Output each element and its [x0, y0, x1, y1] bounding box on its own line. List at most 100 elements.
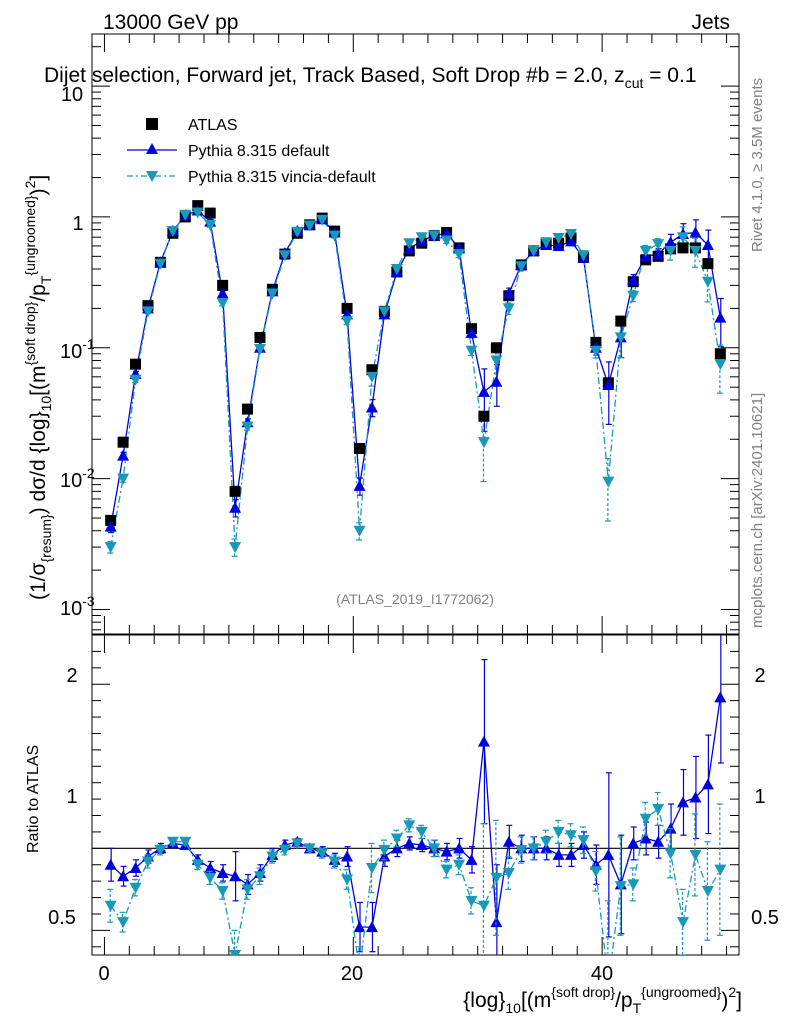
ratio-vincia-point: [552, 826, 565, 838]
ratio-vincia-point: [390, 833, 403, 845]
atlas-data-point: [366, 364, 378, 376]
ratio-vincia-point: [415, 826, 428, 838]
vincia-point: [216, 297, 229, 309]
default-point: [353, 479, 366, 491]
default-point: [714, 311, 727, 323]
default-point: [689, 226, 702, 238]
vincia-point: [577, 250, 590, 262]
atlas-data-point: [254, 331, 266, 343]
ratio-vincia-point: [154, 844, 167, 856]
vincia-point: [415, 232, 428, 244]
vincia-point: [316, 214, 329, 226]
vincia-point: [353, 525, 366, 537]
vincia-point: [229, 542, 242, 554]
vincia-point: [341, 316, 354, 328]
analysis-label: (ATLAS_2019_I1772062): [336, 591, 494, 607]
atlas-data-point: [105, 514, 117, 526]
ratio-vincia-point: [465, 895, 478, 907]
vincia-point: [527, 245, 540, 257]
ratio-default-point: [701, 778, 714, 790]
ratio-default-point: [229, 870, 242, 882]
vincia-point: [602, 476, 615, 488]
ratio-vincia-point: [428, 843, 441, 855]
atlas-data-point: [204, 207, 216, 219]
ratio-default-point: [453, 842, 466, 854]
ratio-default-point: [714, 691, 727, 703]
y-tick-label-1e-1: 10-1: [60, 336, 95, 363]
default-point: [104, 520, 117, 532]
legend-marker-atlas: [146, 118, 158, 130]
ratio-vincia-point: [291, 838, 304, 850]
vincia-point: [390, 264, 403, 276]
atlas-data-point: [242, 403, 254, 415]
vincia-point: [303, 220, 316, 232]
atlas-data-point: [354, 443, 366, 455]
ratio-y-tick-label-0.5-right: 0.5: [751, 907, 779, 929]
ratio-vincia-point: [328, 856, 341, 868]
default-point: [440, 227, 453, 239]
vincia-point: [565, 229, 578, 241]
atlas-data-point: [229, 485, 241, 497]
ratio-vincia-point: [689, 849, 702, 861]
ratio-vincia-point: [627, 879, 640, 891]
ratio-default-point: [117, 870, 130, 882]
ratio-y-tick-label-0.5: 0.5: [48, 907, 76, 929]
main-series-line-2: [110, 211, 721, 548]
ratio-frame: [91, 634, 740, 956]
ratio-vincia-point: [453, 859, 466, 871]
vincia-point: [589, 345, 602, 357]
ratio-default-point: [465, 853, 478, 865]
ratio-vincia-point: [714, 864, 727, 876]
vincia-point: [515, 261, 528, 273]
vincia-point: [627, 290, 640, 302]
main-series-line-1: [110, 209, 721, 527]
ratio-default-point: [216, 866, 229, 878]
default-point: [477, 385, 490, 397]
legend: ATLAS Pythia 8.315 default Pythia 8.315 …: [127, 117, 376, 186]
ratio-vincia-point: [117, 917, 130, 929]
y-tick-label-1e-3: 10-3: [60, 593, 95, 620]
ratio-vincia-point: [378, 844, 391, 856]
ratio-default-point: [689, 791, 702, 803]
ratio-vincia-point: [664, 848, 677, 860]
vincia-point: [639, 245, 652, 257]
vincia-point: [204, 219, 217, 231]
x-tick-label-0: 0: [98, 963, 109, 985]
atlas-data-point: [490, 342, 502, 354]
vincia-point: [166, 226, 179, 238]
ratio-default-point: [378, 850, 391, 862]
vincia-point: [490, 355, 503, 367]
ratio-vincia-point: [440, 864, 453, 876]
ratio-default-point: [552, 848, 565, 860]
vincia-point: [378, 306, 391, 318]
vincia-point: [689, 245, 702, 257]
atlas-data-point: [478, 410, 490, 422]
vincia-point: [540, 237, 553, 249]
vincia-point: [677, 232, 690, 244]
vincia-point: [141, 306, 154, 318]
default-point: [552, 239, 565, 251]
y-tick-label-1e-2: 10-2: [60, 465, 95, 492]
main-series-layer: [104, 200, 727, 557]
ratio-vincia-point: [565, 830, 578, 842]
main-frame: [91, 33, 740, 635]
vincia-point: [278, 250, 291, 262]
x-tick-label-40: 40: [591, 963, 613, 985]
x-axis-label: {log}10[(m{soft drop}/pT{ungroomed})2]: [463, 984, 742, 1016]
ratio-default-point: [390, 842, 403, 854]
rivet-label: Rivet 4.1.0, ≥ 3.5M events: [749, 78, 766, 252]
ratio-vincia-point: [577, 835, 590, 847]
mcplots-label: mcplots.cern.ch [arXiv:2401.10621]: [749, 393, 766, 628]
ratio-axis-ticks: [92, 635, 739, 955]
vincia-point: [365, 371, 378, 383]
atlas-data-point: [677, 242, 689, 254]
ratio-vincia-point: [652, 803, 665, 815]
default-point: [365, 401, 378, 413]
ratio-vincia-point: [253, 871, 266, 883]
ratio-vincia-point: [701, 886, 714, 897]
ratio-vincia-point: [303, 843, 316, 855]
y-tick-label-10: 10: [61, 84, 83, 106]
default-point: [701, 239, 714, 251]
ratio-vincia-point: [229, 950, 242, 955]
